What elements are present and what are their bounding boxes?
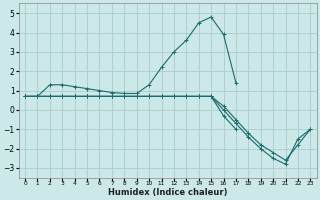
X-axis label: Humidex (Indice chaleur): Humidex (Indice chaleur): [108, 188, 228, 197]
